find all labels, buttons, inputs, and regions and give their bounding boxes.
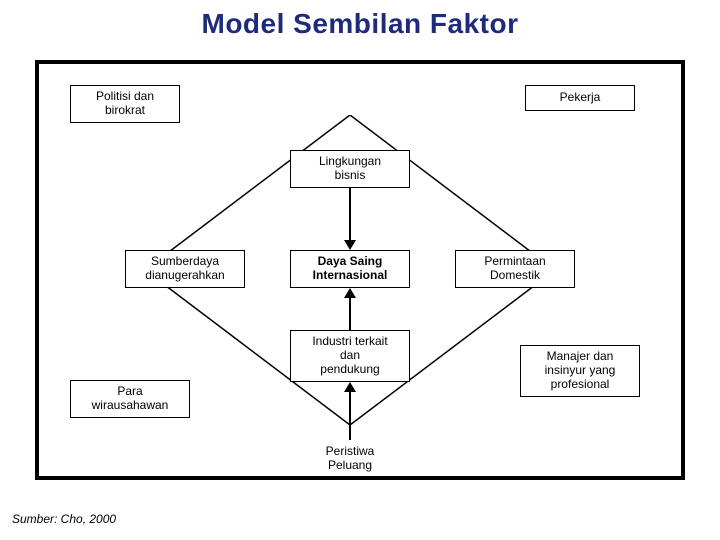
box-sumberdaya: Sumberdayadianugerahkan bbox=[125, 250, 245, 288]
label: Sumberdayadianugerahkan bbox=[145, 255, 224, 283]
label: Lingkunganbisnis bbox=[319, 155, 381, 183]
source-text: Sumber: Cho, 2000 bbox=[12, 512, 116, 526]
arrow-top-line bbox=[349, 188, 351, 242]
label: Parawirausahawan bbox=[92, 385, 169, 413]
box-industri: Industri terkaitdanpendukung bbox=[290, 330, 410, 382]
box-permintaan: PermintaanDomestik bbox=[455, 250, 575, 288]
arrow-top-head bbox=[344, 240, 356, 250]
label: Pekerja bbox=[560, 91, 601, 105]
arrow-ext-head bbox=[344, 382, 356, 392]
box-para: Parawirausahawan bbox=[70, 380, 190, 418]
box-politisi: Politisi danbirokrat bbox=[70, 85, 180, 123]
label: Manajer daninsinyur yangprofesional bbox=[545, 350, 616, 391]
bottom-label: PeristiwaPeluang bbox=[300, 445, 400, 473]
box-pekerja: Pekerja bbox=[525, 85, 635, 111]
arrow-bottom-line bbox=[349, 296, 351, 330]
arrow-ext-line bbox=[349, 390, 351, 440]
arrow-bottom-head bbox=[344, 288, 356, 298]
page-title: Model Sembilan Faktor bbox=[0, 8, 720, 40]
label: Politisi danbirokrat bbox=[96, 90, 154, 118]
label: Industri terkaitdanpendukung bbox=[312, 335, 387, 376]
box-manajer: Manajer daninsinyur yangprofesional bbox=[520, 345, 640, 397]
box-lingkungan: Lingkunganbisnis bbox=[290, 150, 410, 188]
label: Daya SaingInternasional bbox=[313, 255, 388, 283]
box-dayasaing: Daya SaingInternasional bbox=[290, 250, 410, 288]
label: PermintaanDomestik bbox=[484, 255, 545, 283]
